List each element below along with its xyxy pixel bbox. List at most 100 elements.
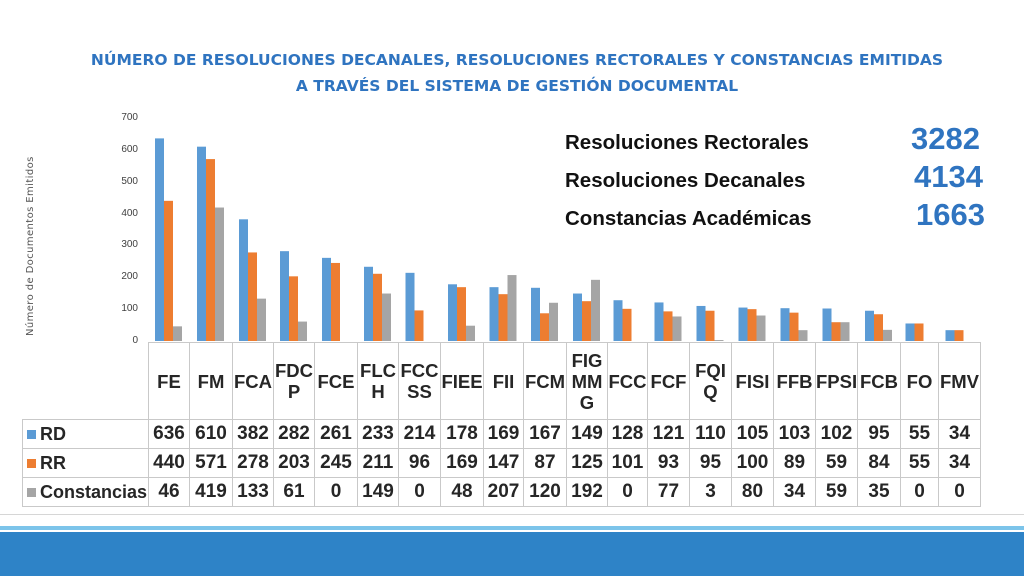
- total-rectorales-value: 3282: [911, 121, 980, 156]
- footer-accent-line: [0, 526, 1024, 530]
- table-row-rr: RR 440 571 278 203 245 211 96 169 147 87 125 101 93 95…: [22, 448, 981, 478]
- bar-rr-figmmg: [582, 301, 591, 341]
- data-label-rr-fm: 571: [189, 448, 233, 478]
- table-row-rd: RD 636 610 382 282 261 233 214 178 169 167 149 128 12…: [22, 419, 981, 449]
- category-label-ffb: FFB: [773, 342, 816, 420]
- legend-key-constancias: [27, 487, 36, 497]
- bar-rr-fca: [248, 252, 257, 341]
- category-label-fm: FM: [189, 342, 233, 420]
- bar-rr-fcm: [540, 313, 549, 341]
- data-label-rd-fca: 382: [232, 419, 274, 449]
- data-label-rr-fcc: 101: [607, 448, 648, 478]
- bar-rd-fmv: [945, 330, 955, 341]
- data-label-constancias-fcm: 120: [523, 477, 567, 507]
- bar-constancias-fdcp: [298, 321, 307, 341]
- bar-constancias-fm: [215, 207, 224, 341]
- bar-rd-fiee: [448, 284, 457, 341]
- category-label-fe: FE: [148, 342, 190, 420]
- chart-title-line-1: NÚMERO DE RESOLUCIONES DECANALES, RESOLU…: [90, 51, 944, 69]
- bar-rd-fm: [197, 146, 206, 341]
- y-tick-label: 500: [121, 175, 138, 187]
- y-tick-label: 400: [121, 207, 138, 219]
- data-label-constancias-fcb: 35: [857, 477, 901, 507]
- bar-rd-fca: [239, 219, 248, 341]
- data-label-rr-fe: 440: [148, 448, 190, 478]
- bar-constancias-fiee: [466, 325, 475, 341]
- bar-chart-plot: [155, 138, 964, 341]
- y-tick-label: 0: [132, 335, 138, 346]
- category-label-fdcp: FDC P: [273, 342, 315, 420]
- data-label-rd-fcb: 95: [857, 419, 901, 449]
- total-decanales-value: 4134: [914, 159, 983, 194]
- data-label-rd-fcm: 167: [523, 419, 567, 449]
- data-label-rd-figmmg: 149: [566, 419, 608, 449]
- bar-rd-fcc: [613, 300, 623, 341]
- data-label-constancias-fpsi: 59: [815, 477, 858, 507]
- bar-constancias-figmmg: [591, 279, 600, 341]
- bar-rr-fm: [206, 159, 215, 341]
- footer-band: [0, 532, 1024, 576]
- data-label-rr-fisi: 100: [731, 448, 774, 478]
- total-constancias-label: Constancias Académicas: [565, 207, 812, 230]
- bar-constancias-flch: [382, 293, 391, 341]
- table-corner: [22, 342, 149, 420]
- data-label-rd-fii: 169: [483, 419, 524, 449]
- data-label-rr-fccss: 96: [398, 448, 441, 478]
- footer-rule: [0, 514, 1024, 515]
- data-label-rr-fdcp: 203: [273, 448, 315, 478]
- category-label-fcc: FCC: [607, 342, 648, 420]
- data-label-rd-fm: 610: [189, 419, 233, 449]
- data-label-rr-flch: 211: [357, 448, 399, 478]
- bar-rd-fii: [489, 287, 499, 341]
- data-label-constancias-fo: 0: [900, 477, 939, 507]
- data-label-rr-fcf: 93: [647, 448, 690, 478]
- bar-rd-fccss: [405, 272, 415, 341]
- bar-constancias-fcf: [672, 316, 682, 341]
- data-label-rd-fcc: 128: [607, 419, 648, 449]
- data-label-constancias-fdcp: 61: [273, 477, 315, 507]
- bar-rd-fcf: [654, 302, 664, 341]
- category-label-fpsi: FPSI: [815, 342, 858, 420]
- data-label-constancias-fm: 419: [189, 477, 233, 507]
- category-label-figmmg: FIG MM G: [566, 342, 608, 420]
- bar-constancias-ffb: [798, 330, 808, 341]
- bar-constancias-fisi: [756, 315, 766, 341]
- category-label-flch: FLC H: [357, 342, 399, 420]
- bar-rr-fcc: [622, 308, 632, 341]
- category-label-fmv: FMV: [938, 342, 981, 420]
- bar-rr-fpsi: [831, 322, 841, 341]
- data-label-rr-fiee: 169: [440, 448, 484, 478]
- data-label-rd-fo: 55: [900, 419, 939, 449]
- bar-rd-fpsi: [822, 308, 832, 341]
- bar-rr-fisi: [747, 309, 757, 341]
- legend-key-rr: [27, 458, 36, 468]
- data-label-constancias-flch: 149: [357, 477, 399, 507]
- bar-rr-flch: [373, 273, 382, 341]
- data-label-rr-fca: 278: [232, 448, 274, 478]
- data-label-constancias-fce: 0: [314, 477, 358, 507]
- bar-rr-fiee: [457, 287, 466, 341]
- y-tick-label: 700: [121, 112, 138, 123]
- data-label-rd-fdcp: 282: [273, 419, 315, 449]
- total-constancias-value: 1663: [916, 197, 985, 232]
- bar-rd-fdcp: [280, 251, 289, 341]
- data-label-rd-fe: 636: [148, 419, 190, 449]
- bar-rr-fccss: [414, 310, 424, 341]
- legend-entry-constancias: Constancias: [22, 477, 149, 507]
- data-label-constancias-fcc: 0: [607, 477, 648, 507]
- y-tick-label: 100: [121, 303, 138, 315]
- data-label-constancias-figmmg: 192: [566, 477, 608, 507]
- data-table: FE FM FCA FDC P FCE FLC H FCC SS FIEE FII FCM FIG MM G F…: [22, 342, 981, 507]
- data-label-constancias-ffb: 34: [773, 477, 816, 507]
- category-label-fii: FII: [483, 342, 524, 420]
- data-label-rd-flch: 233: [357, 419, 399, 449]
- data-label-rr-fpsi: 59: [815, 448, 858, 478]
- category-label-fcm: FCM: [523, 342, 567, 420]
- bar-constancias-fqiq: [714, 340, 724, 341]
- bar-rd-fisi: [738, 307, 748, 341]
- bar-constancias-fii: [507, 275, 517, 341]
- data-label-constancias-fca: 133: [232, 477, 274, 507]
- data-label-rd-fcf: 121: [647, 419, 690, 449]
- bar-constancias-fcm: [549, 302, 558, 341]
- total-rectorales-label: Resoluciones Rectorales: [565, 131, 809, 154]
